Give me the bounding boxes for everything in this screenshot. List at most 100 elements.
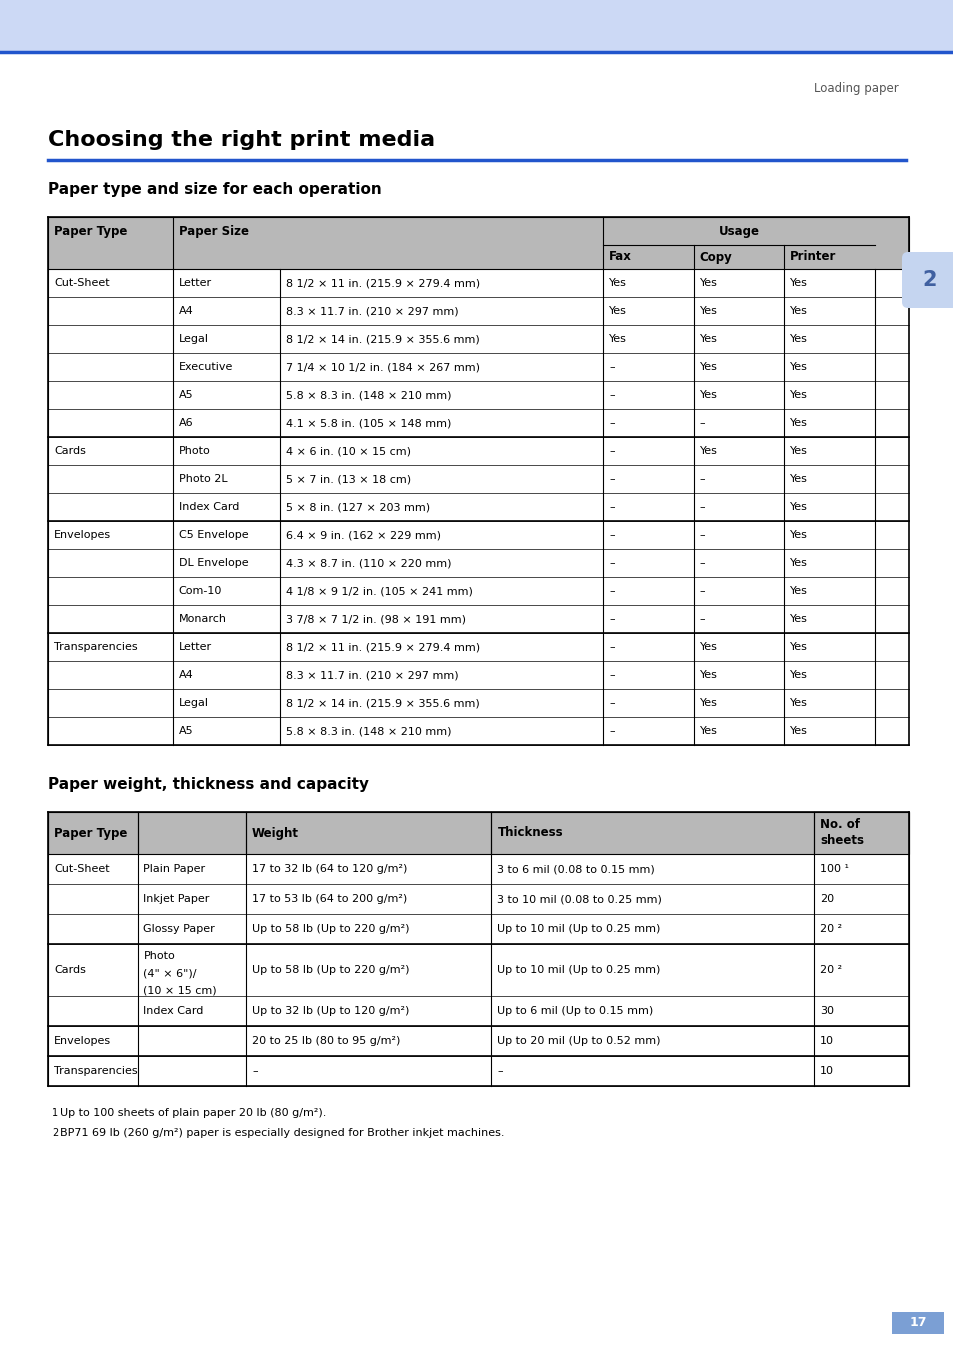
Text: 20 to 25 lb (80 to 95 g/m²): 20 to 25 lb (80 to 95 g/m²) [252, 1035, 400, 1046]
Text: 7 1/4 × 10 1/2 in. (184 × 267 mm): 7 1/4 × 10 1/2 in. (184 × 267 mm) [286, 362, 480, 373]
Text: 5.8 × 8.3 in. (148 × 210 mm): 5.8 × 8.3 in. (148 × 210 mm) [286, 726, 452, 736]
Bar [48, 352, 908, 381]
Text: Index Card: Index Card [143, 1006, 204, 1017]
Text: Yes: Yes [789, 531, 807, 540]
FancyBboxPatch shape [901, 252, 953, 308]
Text: BP71 69 lb (260 g/m²) paper is especially designed for Brother inkjet machines.: BP71 69 lb (260 g/m²) paper is especiall… [60, 1129, 504, 1138]
Text: A5: A5 [178, 390, 193, 400]
Text: –: – [609, 502, 615, 512]
Text: Executive: Executive [178, 362, 233, 373]
Text: Com-10: Com-10 [178, 586, 222, 595]
Text: –: – [609, 670, 615, 680]
Bar [48, 633, 908, 662]
Text: Transparencies: Transparencies [54, 1066, 137, 1076]
Text: Yes: Yes [699, 278, 717, 288]
Text: 8.3 × 11.7 in. (210 × 297 mm): 8.3 × 11.7 in. (210 × 297 mm) [286, 670, 458, 680]
Bar [48, 269, 908, 297]
Text: Cards: Cards [54, 965, 86, 975]
Text: 5.8 × 8.3 in. (148 × 210 mm): 5.8 × 8.3 in. (148 × 210 mm) [286, 390, 452, 400]
Bar [48, 297, 908, 325]
Text: –: – [699, 474, 704, 485]
Bar [48, 688, 908, 717]
Text: Index Card: Index Card [178, 502, 239, 512]
Text: Yes: Yes [699, 643, 717, 652]
Text: No. of: No. of [820, 818, 860, 832]
Text: Yes: Yes [789, 502, 807, 512]
Text: Plain Paper: Plain Paper [143, 864, 205, 873]
Text: Paper type and size for each operation: Paper type and size for each operation [48, 182, 381, 197]
Text: Yes: Yes [789, 278, 807, 288]
Bar [48, 855, 908, 884]
Text: Up to 10 mil (Up to 0.25 mm): Up to 10 mil (Up to 0.25 mm) [497, 923, 660, 934]
Text: Inkjet Paper: Inkjet Paper [143, 894, 210, 904]
Bar [48, 549, 908, 576]
Text: Envelopes: Envelopes [54, 531, 111, 540]
Text: –: – [609, 446, 615, 456]
Text: 30: 30 [820, 1006, 834, 1017]
Text: –: – [609, 643, 615, 652]
Text: Yes: Yes [789, 474, 807, 485]
Text: –: – [699, 614, 704, 624]
Bar [48, 521, 908, 549]
Bar [48, 217, 908, 269]
Text: 2: 2 [922, 270, 936, 290]
Text: Yes: Yes [789, 726, 807, 736]
Text: Cards: Cards [54, 446, 86, 456]
Text: Yes: Yes [699, 362, 717, 373]
Text: 8.3 × 11.7 in. (210 × 297 mm): 8.3 × 11.7 in. (210 × 297 mm) [286, 306, 458, 316]
Text: Yes: Yes [699, 446, 717, 456]
Text: A4: A4 [178, 306, 193, 316]
Text: sheets: sheets [820, 834, 863, 848]
Text: –: – [497, 1066, 502, 1076]
Text: Photo 2L: Photo 2L [178, 474, 227, 485]
Text: A6: A6 [178, 418, 193, 428]
Text: 3 7/8 × 7 1/2 in. (98 × 191 mm): 3 7/8 × 7 1/2 in. (98 × 191 mm) [286, 614, 466, 624]
Bar [48, 409, 908, 437]
Text: C5 Envelope: C5 Envelope [178, 531, 248, 540]
Text: –: – [609, 418, 615, 428]
Text: 4 1/8 × 9 1/2 in. (105 × 241 mm): 4 1/8 × 9 1/2 in. (105 × 241 mm) [286, 586, 473, 595]
Text: Yes: Yes [699, 390, 717, 400]
Text: –: – [609, 362, 615, 373]
Text: 17 to 32 lb (64 to 120 g/m²): 17 to 32 lb (64 to 120 g/m²) [252, 864, 407, 873]
Text: 4.1 × 5.8 in. (105 × 148 mm): 4.1 × 5.8 in. (105 × 148 mm) [286, 418, 452, 428]
Text: Photo: Photo [178, 446, 211, 456]
Text: Letter: Letter [178, 643, 212, 652]
Text: Transparencies: Transparencies [54, 643, 137, 652]
Text: Up to 32 lb (Up to 120 g/m²): Up to 32 lb (Up to 120 g/m²) [252, 1006, 409, 1017]
Text: Yes: Yes [699, 333, 717, 344]
Text: Choosing the right print media: Choosing the right print media [48, 130, 435, 150]
Text: Paper Size: Paper Size [178, 224, 249, 238]
Bar [48, 884, 908, 914]
Text: 10: 10 [820, 1035, 834, 1046]
Bar [48, 717, 908, 745]
Text: 8 1/2 × 11 in. (215.9 × 279.4 mm): 8 1/2 × 11 in. (215.9 × 279.4 mm) [286, 278, 480, 288]
Bar [48, 1026, 908, 1056]
Text: Yes: Yes [789, 698, 807, 707]
Text: –: – [699, 558, 704, 568]
Text: –: – [252, 1066, 257, 1076]
Text: Yes: Yes [609, 278, 626, 288]
Text: Up to 58 lb (Up to 220 g/m²): Up to 58 lb (Up to 220 g/m²) [252, 923, 409, 934]
Text: Yes: Yes [789, 558, 807, 568]
Text: Glossy Paper: Glossy Paper [143, 923, 215, 934]
Text: Copy: Copy [699, 251, 732, 263]
Text: Loading paper: Loading paper [814, 82, 898, 94]
Text: Yes: Yes [789, 418, 807, 428]
Bar [0, 0, 953, 53]
Text: A4: A4 [178, 670, 193, 680]
Text: Yes: Yes [699, 306, 717, 316]
Text: Yes: Yes [699, 670, 717, 680]
Bar [48, 605, 908, 633]
Text: Up to 58 lb (Up to 220 g/m²): Up to 58 lb (Up to 220 g/m²) [252, 965, 409, 975]
Text: 3 to 6 mil (0.08 to 0.15 mm): 3 to 6 mil (0.08 to 0.15 mm) [497, 864, 655, 873]
Text: (4" × 6")/: (4" × 6")/ [143, 968, 196, 979]
Text: (10 × 15 cm): (10 × 15 cm) [143, 986, 216, 996]
Bar [48, 576, 908, 605]
Text: Cut-Sheet: Cut-Sheet [54, 278, 110, 288]
Text: Usage: Usage [718, 224, 759, 238]
Text: 17: 17 [908, 1316, 925, 1330]
Text: Monarch: Monarch [178, 614, 227, 624]
Text: Yes: Yes [789, 446, 807, 456]
Text: –: – [609, 586, 615, 595]
